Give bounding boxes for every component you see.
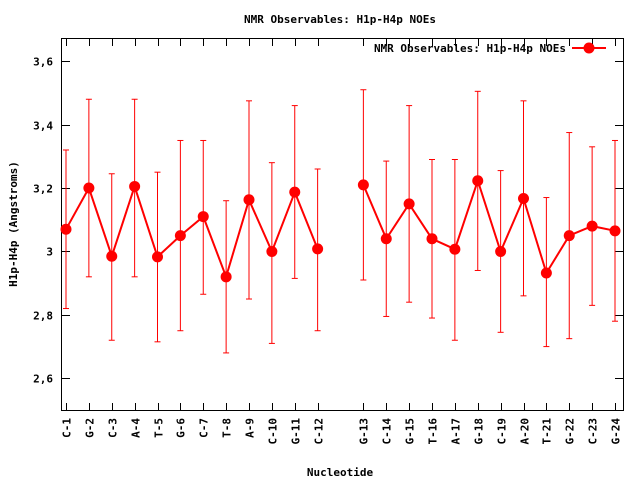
x-tick-label: C-7 [198, 418, 211, 438]
x-tick-label: G-13 [358, 418, 371, 445]
x-tick-label: C-12 [313, 418, 326, 445]
data-point [106, 250, 118, 262]
data-point [312, 243, 324, 255]
data-point [197, 211, 209, 223]
y-axis-label: H1p-H4p (Angstroms) [7, 161, 20, 287]
x-tick-label: A-9 [244, 418, 257, 438]
data-point [289, 186, 301, 198]
series-line [65, 183, 319, 280]
plot-frame [61, 38, 624, 411]
x-tick-label: T-21 [541, 418, 554, 445]
x-tick-label: A-4 [130, 418, 143, 438]
data-point [174, 230, 186, 242]
x-tick-label: C-10 [267, 418, 280, 445]
x-tick-label: T-16 [427, 418, 440, 445]
series-points [60, 175, 621, 283]
data-point [426, 233, 438, 245]
series-line [362, 177, 616, 276]
x-tick-label: A-17 [450, 418, 463, 445]
x-tick-label: G-18 [473, 418, 486, 445]
x-tick-label: G-2 [84, 418, 97, 438]
chart-title: NMR Observables: H1p-H4p NOEs [244, 13, 436, 26]
data-point [380, 233, 392, 245]
data-point [540, 267, 552, 279]
x-tick-label: C-23 [587, 418, 600, 445]
data-point [403, 198, 415, 210]
data-point [609, 225, 621, 237]
data-point [266, 245, 278, 257]
data-point [563, 230, 575, 242]
x-tick-label: T-8 [221, 418, 234, 438]
data-point [518, 192, 529, 204]
x-tick-label: G-24 [610, 418, 623, 445]
data-point [357, 179, 369, 191]
x-tick-label: C-19 [496, 418, 509, 445]
x-tick-label: C-3 [107, 418, 120, 438]
data-point [60, 223, 72, 235]
data-point [83, 182, 95, 194]
series-lines [65, 177, 616, 280]
data-point [495, 245, 507, 257]
data-point [472, 175, 484, 187]
data-point [243, 194, 255, 206]
x-tick-label: G-11 [290, 418, 303, 445]
data-point [129, 180, 141, 192]
data-point [220, 271, 232, 283]
x-tick-label: G-6 [175, 418, 188, 438]
x-axis: C-1 G-2 C-3 A-4 T-5 G-6 C-7 T-8 A-9 C-10 G-11 C-12 G… [61, 39, 623, 445]
legend-marker [583, 42, 595, 54]
y-tick-label: 3 [46, 246, 53, 259]
x-tick-label: G-15 [404, 418, 417, 445]
y-tick-label: 3,4 [33, 120, 53, 133]
x-axis-label: Nucleotide [307, 466, 374, 479]
x-tick-label: G-22 [564, 418, 577, 445]
y-axis: 2,6 2,8 3 3,2 3,4 3,6 [33, 56, 623, 386]
data-point [449, 243, 461, 255]
legend: NMR Observables: H1p-H4p NOEs [374, 42, 606, 55]
x-tick-label: C-14 [381, 418, 394, 445]
y-tick-label: 2,6 [33, 373, 53, 386]
y-tick-label: 2,8 [33, 310, 53, 323]
data-point [586, 220, 598, 232]
x-tick-label: A-20 [519, 418, 532, 445]
legend-entry-label: NMR Observables: H1p-H4p NOEs [374, 42, 566, 55]
data-point [152, 251, 163, 263]
x-tick-label: T-5 [153, 418, 166, 438]
y-tick-label: 3,6 [33, 56, 53, 69]
x-tick-label: C-1 [61, 418, 74, 438]
y-tick-label: 3,2 [33, 183, 53, 196]
